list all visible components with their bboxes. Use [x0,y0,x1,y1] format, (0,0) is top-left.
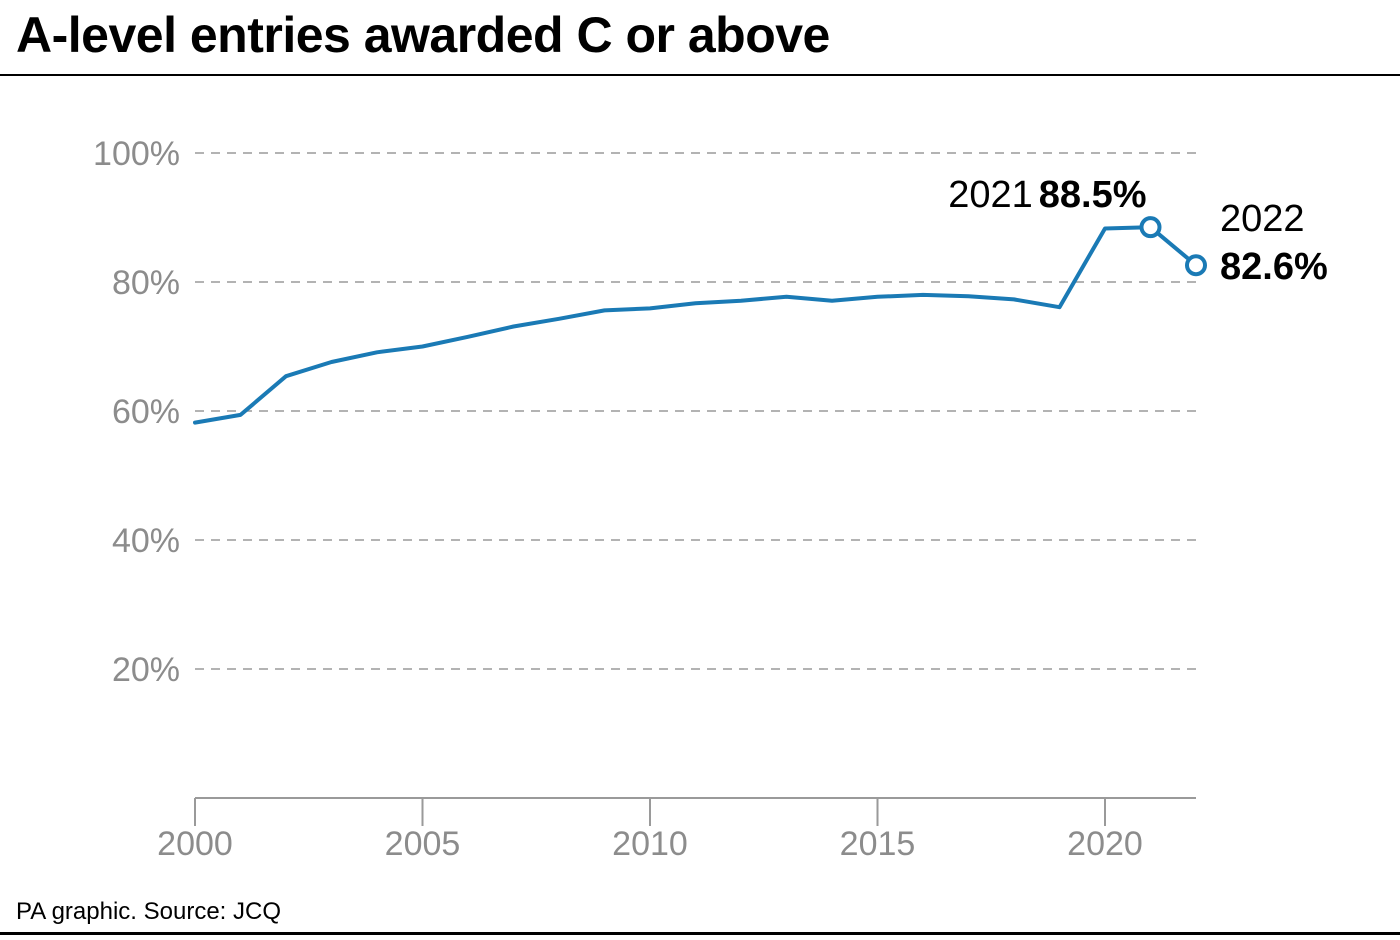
x-tick-label: 2000 [157,825,233,863]
x-tick-label: 2020 [1067,825,1143,863]
highlight-point-2022 [1185,254,1207,277]
x-axis-tick-labels: 2000 2005 2010 2015 2020 [157,825,1143,863]
x-tick-label: 2010 [612,825,688,863]
chart-title: A-level entries awarded C or above [16,7,830,63]
source-credit: PA graphic. Source: JCQ [16,898,282,925]
annotations: 2021 88.5% 2022 82.6% [948,174,1328,288]
y-axis-tick-labels: 20% 40% 60% 80% 100% [93,135,180,689]
x-tick-label: 2005 [385,825,461,863]
y-tick-label: 20% [112,651,180,689]
annotation-label-2021: 2021 88.5% [948,174,1146,216]
gridlines [195,152,1196,670]
highlight-point-2021 [1139,216,1162,239]
y-tick-label: 100% [93,135,180,173]
y-tick-label: 60% [112,393,180,431]
annotation-year: 2021 [948,174,1033,216]
series-line-0 [193,225,1198,425]
annotation-value: 82.6% [1220,246,1328,288]
y-tick-label: 40% [112,522,180,560]
annotation-value: 88.5% [1039,174,1147,216]
series [193,225,1198,425]
y-tick-label: 80% [112,264,180,302]
x-tick-label: 2015 [840,825,916,863]
bottom-divider [0,932,1400,935]
x-axis [194,797,1196,826]
annotation-year: 2022 [1220,198,1305,240]
title-divider [0,74,1400,76]
